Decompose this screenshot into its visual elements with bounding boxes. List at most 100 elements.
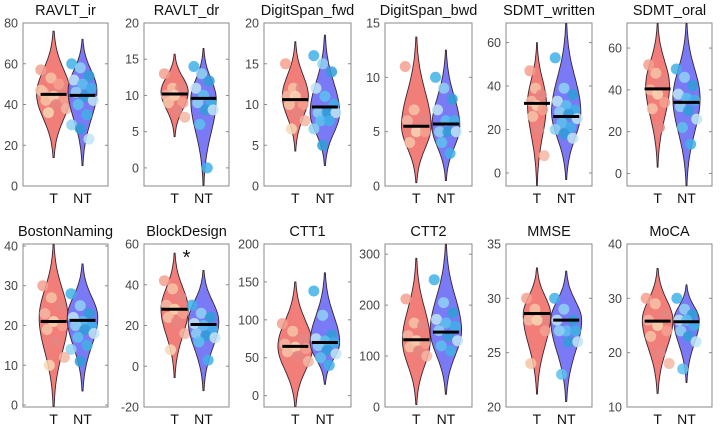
data-point-t [410, 126, 422, 138]
data-point-t [527, 111, 539, 122]
data-point-nt [70, 320, 82, 331]
data-point-nt [72, 331, 84, 343]
y-tick-label: 25 [487, 346, 501, 360]
panel-sdmt-oral: SDMT_oral 0 20 40 60 T NT [608, 3, 713, 206]
panel-title: MoCA [649, 224, 690, 240]
panel-title: BlockDesign [146, 224, 227, 240]
panel-title: BostonNaming [18, 224, 113, 240]
panel-title: SDMT_oral [633, 3, 706, 19]
panel-title: RAVLT_dr [154, 3, 220, 19]
data-point-t [158, 275, 170, 287]
data-point-t [280, 58, 291, 70]
data-point-nt [675, 325, 687, 337]
data-point-t [417, 115, 429, 127]
x-tick-label-nt: NT [677, 411, 696, 427]
y-tick-label: 20 [608, 346, 622, 360]
y-tick-label: 50 [245, 351, 259, 365]
significance-marker: * [183, 247, 191, 269]
data-point-t [657, 76, 669, 87]
data-point-nt [203, 75, 215, 87]
data-point-t [529, 303, 541, 315]
y-tick-label: 10 [245, 98, 259, 112]
data-point-t [282, 346, 293, 358]
data-point-nt [428, 274, 440, 286]
x-tick-label-nt: NT [677, 190, 696, 206]
data-point-t [532, 124, 544, 135]
data-point-t [58, 351, 70, 363]
data-point-nt [204, 311, 216, 323]
panel-mmse: MMSE 20 25 30 35 T NT [487, 224, 593, 427]
y-tick-label: 10 [4, 359, 18, 373]
data-point-nt [558, 303, 570, 315]
y-tick-label: 40 [608, 238, 622, 252]
data-point-nt [74, 62, 86, 74]
y-tick-label: 5 [132, 125, 139, 139]
data-point-t [525, 358, 537, 369]
x-tick-label-t: T [412, 411, 421, 427]
data-point-t [537, 104, 549, 116]
data-point-t [54, 300, 66, 312]
data-point-nt [679, 71, 690, 83]
data-point-t [179, 111, 191, 123]
data-point-t [177, 97, 189, 109]
data-point-nt [563, 336, 574, 348]
y-tick-label: 300 [359, 248, 380, 262]
data-point-nt [199, 104, 211, 116]
data-point-nt [330, 348, 342, 360]
data-point-t [643, 59, 655, 71]
x-tick-label-nt: NT [316, 190, 335, 206]
data-point-nt [196, 68, 208, 80]
data-point-nt [438, 297, 450, 309]
y-tick-label: 0 [11, 399, 18, 413]
data-point-nt [689, 94, 701, 106]
data-point-nt [444, 147, 456, 159]
data-point-nt [687, 80, 699, 92]
data-point-nt [672, 88, 684, 100]
panel-ravlt-dr: RAVLT_dr 0 5 10 15 20 T NT [125, 3, 230, 206]
data-point-t [652, 320, 664, 331]
data-point-nt [571, 113, 583, 125]
data-point-t [158, 68, 170, 80]
data-point-t [40, 94, 52, 106]
data-point-t [408, 317, 420, 329]
panel-bostonnaming: BostonNaming 0 10 20 30 40 T NT [4, 224, 113, 427]
data-point-nt [68, 74, 80, 86]
data-point-nt [66, 119, 78, 131]
data-point-nt [65, 288, 77, 300]
data-point-nt [207, 104, 219, 116]
data-point-nt [549, 292, 561, 304]
x-tick-label-t: T [653, 190, 662, 206]
data-point-nt [551, 95, 563, 107]
data-point-nt [74, 300, 86, 312]
data-point-nt [83, 308, 95, 320]
data-point-nt [677, 363, 689, 375]
x-tick-label-nt: NT [557, 190, 576, 206]
data-point-nt [81, 339, 93, 351]
y-tick-label: 40 [608, 83, 622, 97]
data-point-nt [65, 343, 77, 355]
data-point-nt [188, 61, 200, 72]
y-tick-label: 35 [487, 238, 501, 252]
data-point-nt [554, 106, 566, 118]
y-tick-label: 0 [373, 401, 380, 415]
y-tick-label: 15 [366, 17, 380, 31]
data-point-t [60, 103, 72, 115]
panel-digitspan-bwd: DigitSpan_bwd 0 5 10 15 T NT [366, 3, 477, 206]
data-point-nt [572, 336, 584, 348]
data-point-nt [446, 93, 458, 105]
panel-ctt1: CTT1 0 50 100 150 200 T NT [238, 224, 352, 427]
y-tick-label: 10 [125, 89, 139, 103]
data-point-nt [683, 105, 694, 117]
x-tick-label-t: T [170, 190, 179, 206]
data-point-t [285, 123, 297, 135]
data-point-nt [186, 299, 198, 311]
panel-ravlt-ir: RAVLT_ir 0 20 40 60 80 T NT [4, 3, 109, 206]
data-point-nt [670, 63, 682, 75]
data-point-nt [315, 352, 326, 364]
y-tick-label: 0 [252, 180, 259, 194]
data-point-nt [308, 123, 320, 135]
data-point-t [421, 350, 433, 362]
data-point-nt [556, 368, 568, 380]
data-point-nt [310, 82, 322, 94]
y-tick-label: 30 [487, 292, 501, 306]
